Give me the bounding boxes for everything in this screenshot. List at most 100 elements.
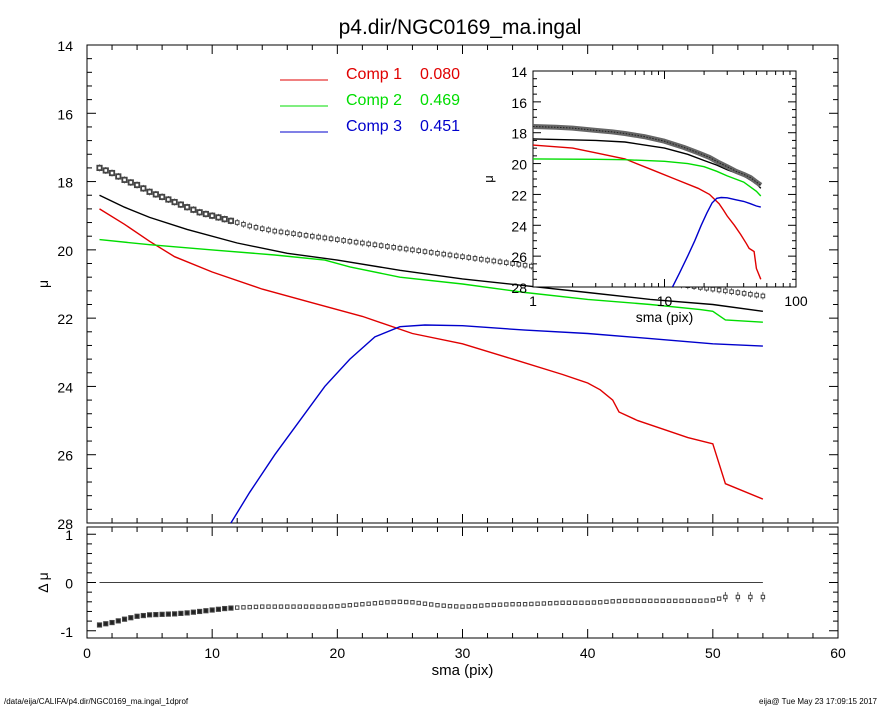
residual-point: [165, 611, 171, 617]
main-data-point: [428, 250, 434, 255]
main-data-point: [441, 251, 447, 257]
inset-ytick-label: 16: [511, 95, 527, 111]
residual-point: [372, 601, 378, 606]
residual-point: [410, 600, 415, 605]
footer-stamp: eija@ Tue May 23 17:09:15 2017: [759, 697, 877, 706]
residual-point: [454, 604, 459, 609]
residual-xtick-label: 60: [830, 645, 846, 661]
main-data-point: [485, 257, 490, 263]
main-data-point: [284, 230, 290, 236]
residual-point: [366, 601, 371, 606]
legend-value-comp1: 0.080: [420, 66, 460, 83]
main-data-point: [259, 226, 265, 231]
inset-ytick-label: 24: [511, 218, 527, 234]
main-data-point: [410, 247, 415, 253]
main-data-point: [760, 293, 766, 299]
main-data-point: [190, 206, 197, 213]
main-data-point: [322, 235, 328, 241]
main-data-point: [146, 188, 153, 195]
residual-point: [172, 611, 178, 617]
residual-point: [685, 598, 690, 604]
residual-point: [235, 605, 240, 610]
residual-point: [472, 603, 478, 609]
main-data-point: [729, 289, 734, 294]
main-data-point: [241, 221, 246, 227]
main-data-point: [253, 225, 259, 230]
main-data-point: [416, 248, 421, 254]
residual-point: [253, 604, 259, 610]
residual-point: [109, 619, 115, 626]
main-data-point: [422, 249, 428, 254]
residual-point: [591, 600, 597, 605]
residual-point: [310, 604, 315, 609]
residual-x-axis-label: sma (pix): [432, 662, 494, 679]
inset-x-axis-label: sma (pix): [636, 309, 694, 325]
main-data-point: [723, 288, 728, 294]
main-series-comp1: [99, 208, 764, 500]
residual-point: [673, 598, 678, 604]
residual-point: [760, 594, 766, 600]
residual-point: [572, 600, 578, 605]
residual-xtick-label: 10: [204, 645, 220, 661]
residual-point: [360, 602, 365, 607]
main-data-point: [291, 231, 296, 236]
main-data-point: [366, 241, 371, 247]
main-data-point: [360, 240, 365, 246]
residual-ytick-label: 0: [65, 576, 73, 592]
main-series-comp2: [99, 238, 763, 323]
main-data-point: [478, 256, 484, 262]
residual-point: [353, 602, 359, 607]
legend-label-comp3: Comp 3: [346, 118, 402, 135]
residual-point: [735, 594, 741, 600]
residual-point: [278, 604, 284, 609]
legend-value-comp2: 0.469: [420, 92, 460, 109]
residual-xtick-label: 30: [455, 645, 471, 661]
residual-point: [178, 610, 184, 616]
main-data-point: [316, 234, 321, 240]
main-data-point: [391, 244, 396, 250]
main-data-point: [347, 239, 353, 244]
main-data-point: [466, 255, 472, 260]
main-data-point: [102, 167, 109, 174]
residual-point: [397, 599, 403, 605]
residual-point: [260, 604, 265, 609]
main-ytick-label: 16: [57, 106, 73, 122]
residual-point: [316, 604, 321, 609]
main-data-point: [196, 209, 203, 216]
main-ytick-label: 20: [57, 243, 73, 259]
residual-point: [616, 598, 622, 604]
main-data-point: [303, 233, 309, 238]
residual-point: [497, 602, 503, 607]
main-data-point: [397, 245, 403, 251]
residual-point: [629, 598, 634, 604]
residual-point: [103, 621, 109, 627]
residual-point: [623, 598, 628, 604]
residual-ytick-label: -1: [61, 624, 74, 640]
main-data-point: [497, 259, 503, 265]
residual-point: [516, 602, 522, 607]
residual-point: [285, 604, 290, 609]
inset-xtick-label: 100: [784, 293, 808, 309]
main-ytick-label: 14: [57, 38, 73, 54]
main-data-point: [272, 228, 278, 234]
main-data-point: [435, 250, 440, 256]
inset-ytick-label: 22: [511, 187, 527, 203]
main-data-point: [710, 286, 716, 292]
main-data-point: [403, 246, 409, 252]
main-data-point: [108, 169, 116, 177]
main-data-point: [716, 287, 722, 293]
legend-value-comp3: 0.451: [420, 118, 460, 135]
main-data-point: [221, 216, 228, 223]
footer-path: /data/eija/CALIFA/p4.dir/NGC0169_ma.inga…: [4, 697, 189, 706]
residual-point: [698, 598, 703, 604]
main-data-point: [127, 179, 134, 186]
inset-xtick-label: 10: [657, 293, 673, 309]
main-data-point: [227, 217, 235, 224]
residual-point: [466, 604, 471, 609]
residual-point: [723, 594, 728, 600]
main-data-point: [133, 181, 141, 189]
residual-point: [190, 609, 196, 615]
main-data-point: [209, 212, 216, 219]
residual-point: [666, 598, 672, 604]
